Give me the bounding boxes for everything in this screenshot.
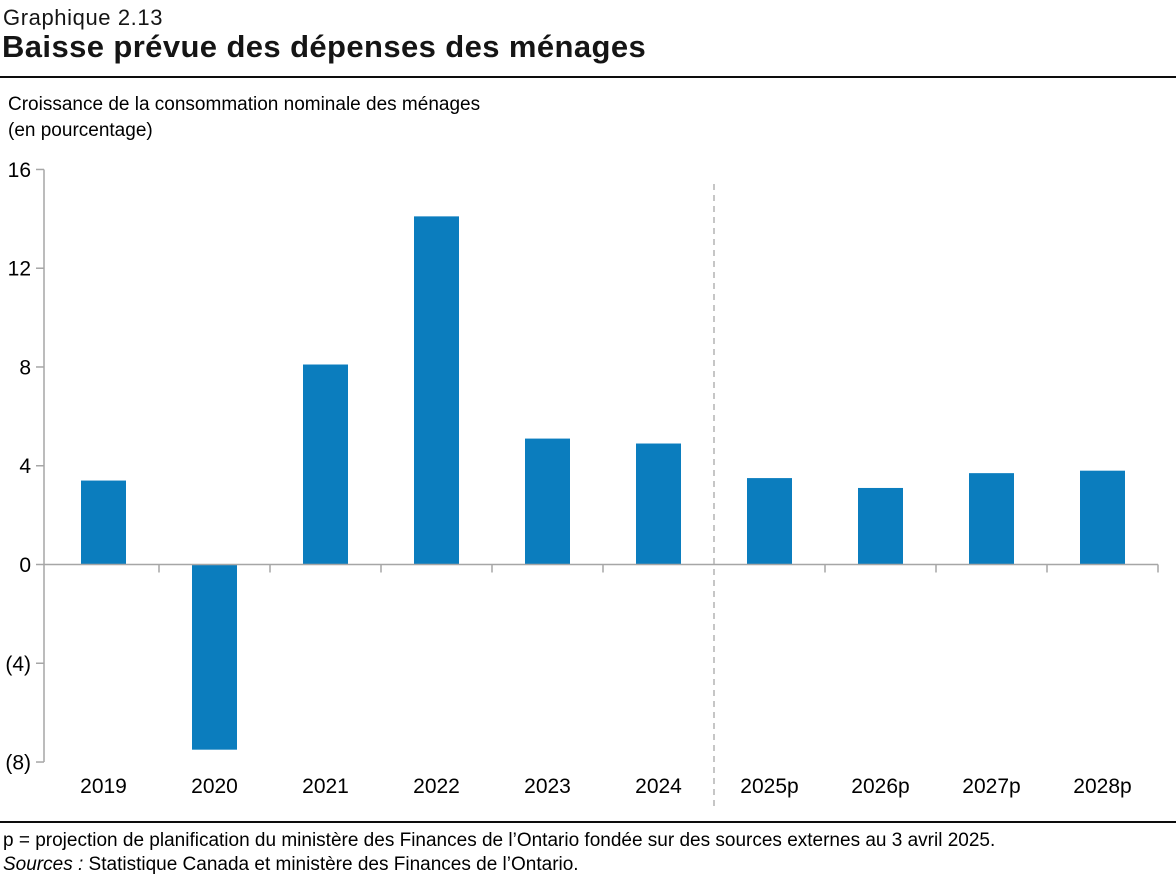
- page-title: Baisse prévue des dépenses des ménages: [2, 29, 647, 64]
- x-category-label: 2026p: [851, 775, 909, 798]
- sources-label: Sources :: [3, 854, 84, 875]
- y-tick-label: 8: [19, 356, 31, 379]
- bar-2019: [81, 480, 126, 565]
- y-tick-label: (4): [5, 653, 31, 676]
- x-category-label: 2028p: [1073, 775, 1131, 798]
- bar-2021: [303, 364, 348, 565]
- x-category-label: 2020: [191, 775, 238, 798]
- x-category-label: 2024: [635, 775, 682, 798]
- x-category-label: 2022: [413, 775, 460, 798]
- bar-2027p: [969, 473, 1014, 565]
- bar-2025p: [747, 478, 792, 565]
- bar-2028p: [1080, 470, 1125, 565]
- sources-line: Sources : Statistique Canada et ministèr…: [3, 854, 579, 877]
- bar-2020: [192, 564, 237, 750]
- bar-2023: [525, 438, 570, 565]
- title-divider: [0, 76, 1176, 78]
- footer-divider: [0, 821, 1176, 823]
- bar-2024: [636, 443, 681, 565]
- x-category-label: 2019: [80, 775, 127, 798]
- chart-subtitle: Croissance de la consommation nominale d…: [8, 94, 481, 115]
- x-category-label: 2023: [524, 775, 571, 798]
- x-category-label: 2021: [302, 775, 349, 798]
- y-tick-label: 0: [19, 554, 31, 577]
- y-tick-label: (8): [5, 752, 31, 775]
- x-category-label: 2027p: [962, 775, 1020, 798]
- bar-2022: [414, 216, 459, 565]
- chart-number: Graphique 2.13: [3, 5, 164, 30]
- y-tick-label: 16: [8, 159, 31, 182]
- bar-2026p: [858, 487, 903, 565]
- chart-unit-label: (en pourcentage): [8, 120, 153, 141]
- x-category-label: 2025p: [740, 775, 798, 798]
- sources-text: Statistique Canada et ministère des Fina…: [88, 854, 579, 875]
- y-tick-label: 4: [19, 455, 31, 478]
- y-tick-label: 12: [8, 258, 31, 281]
- footnote: p = projection de planification du minis…: [3, 830, 996, 851]
